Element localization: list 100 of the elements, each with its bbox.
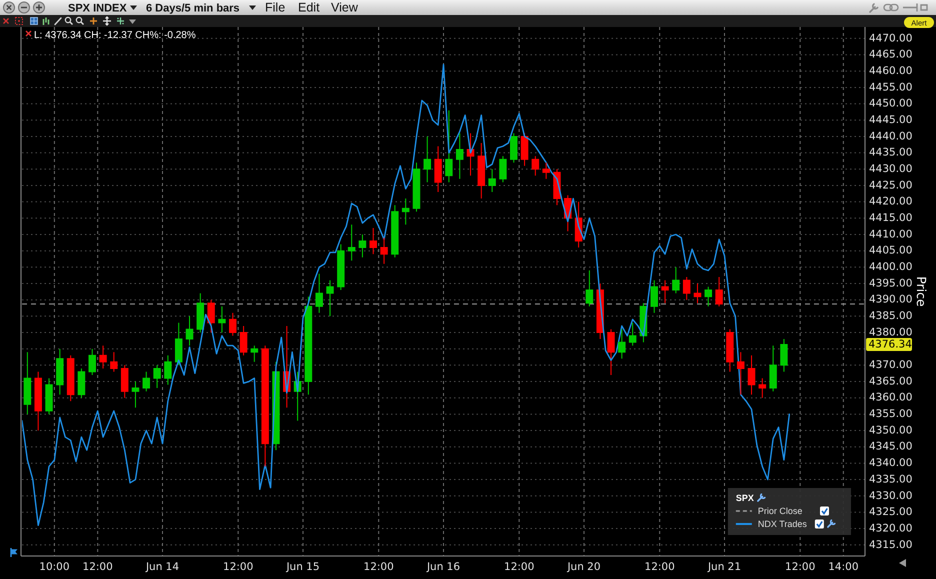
candlestick bbox=[56, 348, 64, 396]
candlestick bbox=[499, 156, 507, 183]
y-tick-label: 4420.00 bbox=[869, 196, 912, 208]
candlestick bbox=[661, 280, 669, 304]
y-tick-label: 4370.00 bbox=[869, 359, 912, 372]
y-tick-label: 4435.00 bbox=[869, 146, 912, 159]
y-tick-label: 4450.00 bbox=[869, 98, 912, 110]
candlestick bbox=[34, 371, 42, 432]
y-tick-label: 4320.00 bbox=[869, 522, 912, 534]
y-tick-label: 4455.00 bbox=[869, 81, 912, 94]
candlestick bbox=[153, 364, 161, 389]
candlestick bbox=[748, 354, 756, 396]
candlestick bbox=[164, 354, 172, 386]
y-tick-label: 4350.00 bbox=[869, 424, 912, 436]
y-tick-label: 4365.00 bbox=[869, 375, 912, 388]
candlestick bbox=[358, 234, 366, 258]
candlestick bbox=[510, 132, 518, 164]
candlestick bbox=[229, 312, 236, 336]
candlestick bbox=[315, 273, 323, 314]
candlestick bbox=[66, 354, 74, 402]
candlestick bbox=[132, 381, 140, 408]
candlestick bbox=[542, 162, 550, 180]
x-tick-label: 12:00 bbox=[644, 561, 675, 573]
annotation: L: 4376.34 CH: -12.37 CH%: -0.28% bbox=[34, 30, 196, 41]
x-tick-label: 12:00 bbox=[364, 561, 394, 573]
candlestick bbox=[24, 352, 32, 415]
y-tick-label: 4430.00 bbox=[869, 163, 912, 176]
candlestick bbox=[672, 266, 680, 294]
x-tick-label: 12:00 bbox=[82, 561, 113, 573]
x-tick-label: 12:00 bbox=[223, 561, 254, 573]
y-tick-label: 4390.00 bbox=[869, 294, 912, 306]
candlestick bbox=[391, 204, 399, 258]
x-tick-label: 14:00 bbox=[828, 561, 859, 573]
candlestick bbox=[304, 296, 312, 396]
candlestick bbox=[607, 328, 615, 376]
candlestick bbox=[250, 345, 258, 362]
candlestick bbox=[780, 338, 788, 372]
x-tick-label: Jun 16 bbox=[426, 561, 460, 573]
y-tick-label: 4405.00 bbox=[869, 244, 912, 257]
candlestick bbox=[110, 352, 118, 372]
candlestick bbox=[650, 280, 658, 314]
x-tick-label: 12:00 bbox=[504, 561, 534, 573]
candlestick bbox=[424, 136, 432, 183]
candlestick bbox=[218, 306, 226, 334]
legend-label: Prior Close bbox=[758, 506, 802, 516]
candlestick bbox=[736, 352, 744, 396]
y-tick-label: 4380.00 bbox=[869, 326, 912, 338]
candlestick bbox=[618, 328, 626, 360]
candlestick bbox=[769, 345, 777, 392]
candlestick bbox=[370, 227, 377, 255]
text: Edit bbox=[298, 0, 320, 14]
y-tick-label: 4330.00 bbox=[869, 490, 912, 502]
candlestick bbox=[99, 345, 107, 369]
y-tick-label: 4335.00 bbox=[869, 473, 912, 486]
candlestick bbox=[694, 282, 702, 304]
candlestick bbox=[682, 276, 690, 300]
candlestick bbox=[348, 224, 356, 262]
x-tick-label: Jun 14 bbox=[144, 561, 180, 573]
candlestick bbox=[628, 322, 636, 346]
y-axis-title: Price bbox=[914, 276, 929, 308]
candlestick bbox=[456, 132, 464, 180]
legend-label: NDX Trades bbox=[758, 519, 808, 529]
x-tick-label: 12:00 bbox=[785, 561, 816, 573]
candlestick bbox=[240, 325, 248, 356]
candlestick bbox=[337, 244, 345, 291]
candlestick bbox=[715, 276, 723, 307]
x-tick-label: Jun 21 bbox=[706, 561, 742, 573]
text: View bbox=[331, 0, 359, 14]
legend-title: SPX bbox=[736, 493, 754, 503]
candlestick bbox=[704, 286, 712, 307]
chart-title: SPX INDEX bbox=[68, 2, 128, 14]
y-tick-label: 4465.00 bbox=[869, 48, 912, 61]
y-tick-label: 4355.00 bbox=[869, 408, 912, 420]
y-tick-label: 4400.00 bbox=[869, 261, 912, 274]
candlestick bbox=[586, 270, 594, 307]
y-tick-label: 4425.00 bbox=[869, 179, 912, 192]
y-tick-label: 4470.00 bbox=[869, 32, 912, 44]
candlestick bbox=[120, 364, 128, 398]
candlestick bbox=[326, 280, 334, 317]
candlestick bbox=[402, 198, 410, 226]
y-tick-label: 4345.00 bbox=[869, 440, 912, 453]
candlestick bbox=[207, 299, 215, 334]
candlestick bbox=[196, 292, 204, 334]
candlestick bbox=[520, 132, 528, 166]
y-tick-label: 4445.00 bbox=[869, 114, 912, 126]
y-tick-label: 4340.00 bbox=[869, 457, 912, 470]
y-tick-label: 4410.00 bbox=[869, 228, 912, 240]
candlestick bbox=[174, 322, 182, 366]
text: 4376.34 bbox=[868, 338, 912, 350]
candlestick bbox=[758, 378, 766, 398]
candlestick bbox=[142, 371, 150, 392]
candlestick bbox=[488, 168, 496, 193]
candlestick bbox=[434, 146, 442, 193]
chart-subtitle: 6 Days/5 min bars bbox=[146, 2, 240, 14]
y-tick-label: 4315.00 bbox=[869, 538, 912, 551]
candlestick bbox=[261, 345, 269, 467]
text: File bbox=[265, 0, 286, 14]
y-tick-label: 4460.00 bbox=[869, 64, 912, 77]
y-tick-label: 4415.00 bbox=[869, 212, 912, 224]
candlestick bbox=[78, 368, 86, 398]
